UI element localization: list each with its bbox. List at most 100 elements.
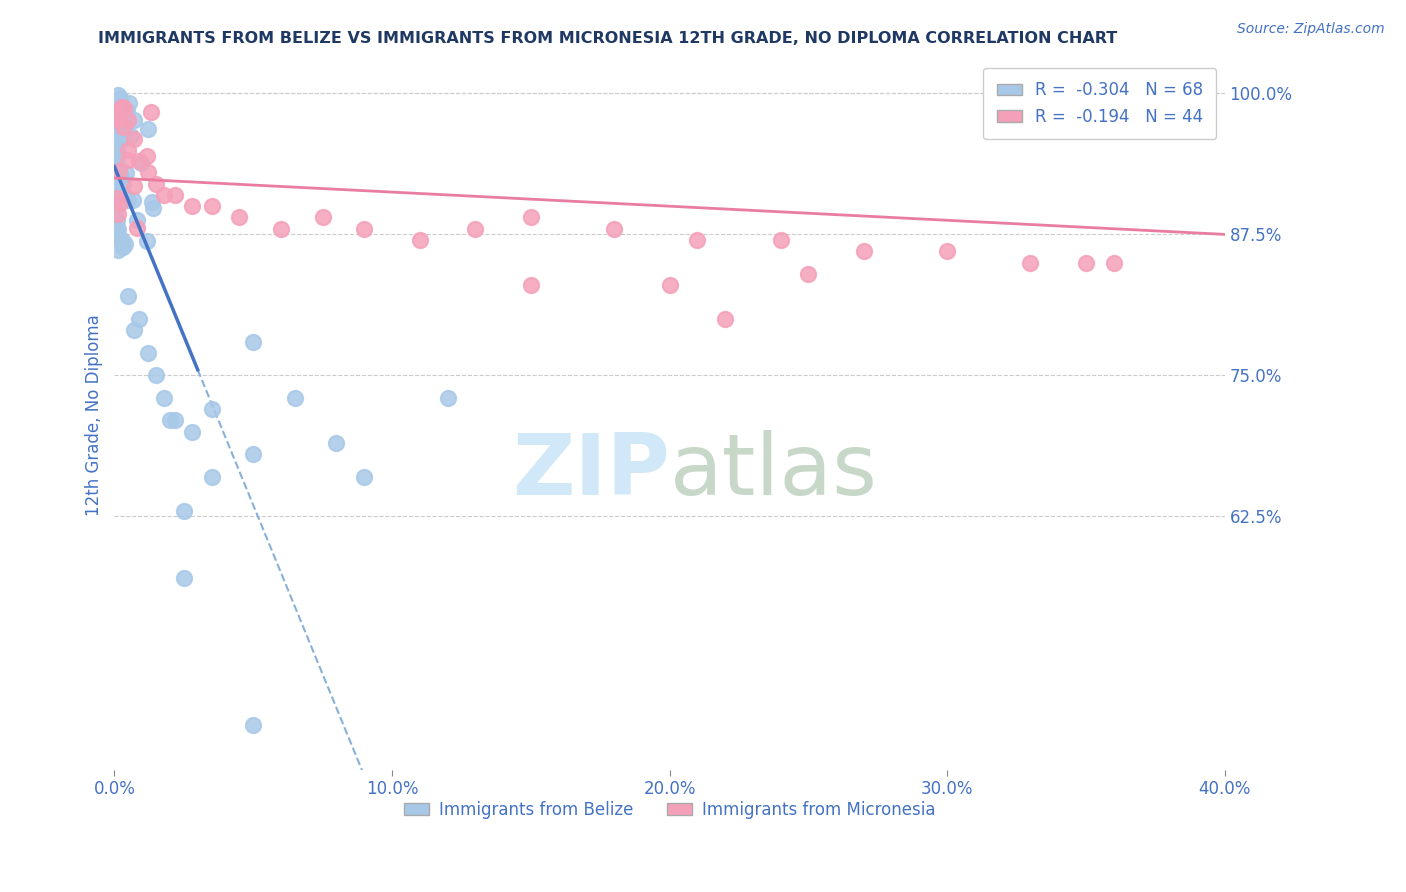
Point: [658, 278, 681, 293]
Point: [145, 368, 167, 383]
Point: [105, 213, 128, 227]
Point: [105, 226, 128, 240]
Point: [145, 177, 167, 191]
Text: ZIP: ZIP: [512, 430, 669, 513]
Point: [117, 113, 139, 128]
Point: [117, 289, 139, 303]
Legend: Immigrants from Belize, Immigrants from Micronesia: Immigrants from Belize, Immigrants from …: [398, 794, 942, 826]
Point: [114, 103, 136, 117]
Point: [117, 193, 139, 207]
Point: [242, 718, 264, 732]
Point: [114, 108, 136, 122]
Point: [112, 187, 135, 202]
Point: [242, 334, 264, 349]
Point: [110, 169, 132, 184]
Point: [105, 191, 128, 205]
Point: [714, 312, 737, 326]
Point: [122, 113, 145, 128]
Point: [136, 234, 159, 248]
Point: [242, 447, 264, 461]
Text: atlas: atlas: [669, 430, 877, 513]
Point: [686, 233, 709, 247]
Point: [797, 267, 820, 281]
Point: [520, 278, 543, 293]
Text: IMMIGRANTS FROM BELIZE VS IMMIGRANTS FROM MICRONESIA 12TH GRADE, NO DIPLOMA CORR: IMMIGRANTS FROM BELIZE VS IMMIGRANTS FRO…: [98, 31, 1118, 46]
Point: [436, 391, 458, 405]
Point: [108, 115, 131, 129]
Point: [107, 88, 129, 103]
Point: [108, 91, 131, 105]
Point: [159, 413, 181, 427]
Point: [110, 233, 132, 247]
Point: [105, 103, 128, 118]
Point: [107, 112, 129, 127]
Point: [107, 161, 129, 176]
Point: [141, 195, 163, 210]
Point: [108, 164, 131, 178]
Point: [107, 222, 129, 236]
Point: [107, 122, 129, 136]
Point: [121, 129, 143, 144]
Point: [115, 166, 138, 180]
Point: [142, 202, 165, 216]
Point: [409, 233, 432, 247]
Point: [127, 220, 149, 235]
Point: [769, 233, 792, 247]
Point: [520, 211, 543, 225]
Point: [122, 178, 145, 193]
Point: [153, 188, 176, 202]
Point: [105, 145, 128, 160]
Point: [200, 199, 222, 213]
Point: [136, 122, 159, 136]
Point: [1074, 255, 1097, 269]
Point: [115, 104, 138, 119]
Point: [284, 391, 307, 405]
Point: [325, 436, 347, 450]
Point: [270, 221, 292, 235]
Point: [136, 165, 159, 179]
Point: [105, 230, 128, 244]
Point: [105, 159, 128, 173]
Point: [112, 240, 135, 254]
Point: [181, 199, 204, 213]
Point: [105, 192, 128, 206]
Point: [165, 188, 187, 202]
Point: [111, 177, 134, 191]
Point: [165, 413, 187, 427]
Point: [105, 226, 128, 240]
Point: [153, 391, 176, 405]
Point: [114, 122, 136, 136]
Point: [111, 101, 134, 115]
Point: [121, 193, 143, 207]
Point: [173, 503, 195, 517]
Point: [105, 183, 128, 197]
Point: [105, 200, 128, 214]
Point: [136, 149, 159, 163]
Point: [105, 124, 128, 138]
Point: [1102, 255, 1125, 269]
Point: [111, 131, 134, 145]
Point: [464, 221, 486, 235]
Point: [173, 571, 195, 585]
Point: [603, 221, 626, 235]
Point: [181, 425, 204, 439]
Point: [128, 312, 150, 326]
Y-axis label: 12th Grade, No Diploma: 12th Grade, No Diploma: [86, 314, 103, 516]
Point: [108, 196, 131, 211]
Point: [141, 105, 163, 120]
Point: [118, 95, 141, 110]
Point: [111, 118, 134, 132]
Point: [107, 129, 129, 144]
Point: [105, 144, 128, 158]
Point: [125, 213, 148, 227]
Point: [936, 244, 959, 259]
Point: [200, 402, 222, 417]
Point: [111, 120, 134, 135]
Point: [110, 133, 132, 147]
Point: [105, 188, 128, 202]
Point: [200, 470, 222, 484]
Text: Source: ZipAtlas.com: Source: ZipAtlas.com: [1237, 22, 1385, 37]
Point: [105, 227, 128, 242]
Point: [107, 207, 129, 221]
Point: [105, 111, 128, 125]
